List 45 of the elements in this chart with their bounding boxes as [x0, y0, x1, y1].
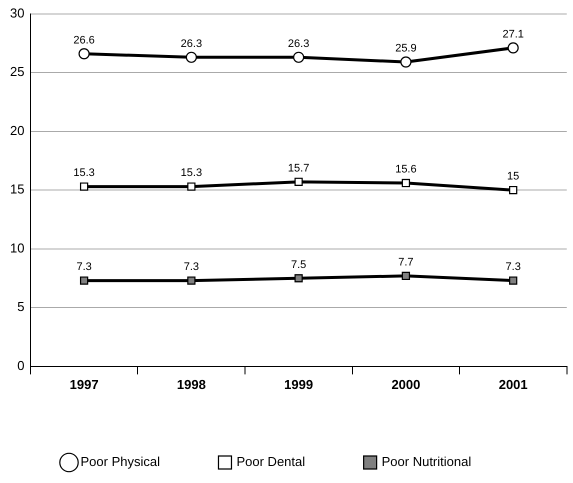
- data-label: 7.5: [290, 258, 306, 271]
- legend-label: Poor Nutritional: [382, 454, 472, 470]
- data-label: 7.3: [506, 261, 521, 274]
- legend-label: Poor Physical: [80, 454, 160, 470]
- x-tick-label: 1998: [176, 376, 206, 392]
- y-tick-label: 25: [10, 64, 24, 80]
- y-tick-label: 15: [10, 182, 24, 197]
- point: [186, 52, 197, 63]
- point: [78, 48, 90, 60]
- point: [294, 274, 303, 282]
- data-label: 7.3: [184, 261, 200, 274]
- data-label: 26.3: [288, 38, 310, 50]
- y-tick-label: 10: [10, 240, 24, 256]
- data-label: 25.9: [395, 42, 417, 55]
- data-label: 26.3: [180, 38, 202, 50]
- point: [187, 276, 196, 285]
- data-label: 15.3: [180, 167, 202, 180]
- y-tick-label: 5: [17, 299, 24, 314]
- point: [400, 56, 412, 68]
- data-label: 15.6: [395, 164, 417, 176]
- point: [402, 178, 410, 188]
- point: [294, 178, 303, 186]
- data-label: 15.3: [73, 167, 95, 180]
- data-label: 27.1: [502, 28, 524, 40]
- x-tick-label: 1999: [284, 376, 314, 392]
- x-tick-label: 2000: [391, 376, 420, 392]
- point: [509, 276, 518, 285]
- data-label: 15.7: [288, 162, 310, 174]
- x-tick-label: 2001: [498, 376, 528, 392]
- y-tick-label: 20: [10, 122, 24, 138]
- y-tick-label: 0: [17, 358, 24, 373]
- legend-label: Poor Dental: [236, 454, 306, 470]
- point: [293, 52, 304, 63]
- point: [508, 42, 519, 54]
- y-tick-label: 30: [10, 5, 24, 20]
- point: [509, 186, 518, 194]
- point: [187, 182, 196, 191]
- point: [402, 272, 410, 280]
- data-label: 26.6: [73, 34, 95, 46]
- data-label: 7.7: [398, 256, 414, 268]
- data-label: 15: [507, 170, 520, 183]
- x-tick-label: 1997: [70, 376, 99, 392]
- point: [80, 276, 88, 285]
- data-label: 7.3: [76, 261, 92, 274]
- point: [80, 182, 88, 191]
